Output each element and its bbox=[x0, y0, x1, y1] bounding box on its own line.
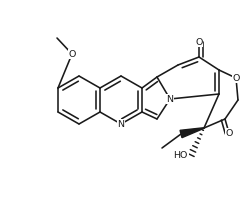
Text: HO: HO bbox=[173, 151, 187, 159]
Text: O: O bbox=[68, 49, 76, 59]
Text: N: N bbox=[166, 95, 173, 103]
Polygon shape bbox=[179, 128, 203, 138]
Text: O: O bbox=[194, 37, 202, 47]
Text: O: O bbox=[232, 74, 239, 82]
Text: N: N bbox=[117, 119, 124, 129]
Text: O: O bbox=[224, 129, 232, 137]
